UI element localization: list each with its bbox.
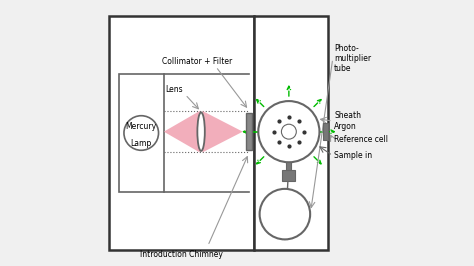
Circle shape (260, 189, 310, 239)
Circle shape (282, 124, 296, 139)
Text: Photo-
multiplier
tube: Photo- multiplier tube (334, 44, 371, 73)
Bar (109, 16, 254, 250)
Text: Sample in: Sample in (334, 151, 372, 160)
Text: Reference cell: Reference cell (334, 135, 388, 144)
Bar (118, 74, 164, 192)
Text: Collimator + Filter: Collimator + Filter (162, 57, 232, 66)
Text: Lens: Lens (166, 85, 183, 94)
Text: Mercury: Mercury (126, 122, 157, 131)
Text: Lamp: Lamp (131, 139, 152, 148)
Bar (323, 123, 328, 140)
Circle shape (124, 116, 158, 150)
Ellipse shape (197, 112, 205, 151)
Polygon shape (164, 111, 200, 152)
Polygon shape (202, 111, 249, 152)
Bar (246, 113, 252, 150)
Bar (254, 16, 328, 250)
Text: Introduction Chimney: Introduction Chimney (140, 250, 223, 259)
Bar (283, 170, 295, 181)
Bar (286, 162, 291, 170)
Circle shape (258, 101, 319, 162)
Text: Sheath
Argon: Sheath Argon (334, 111, 361, 131)
